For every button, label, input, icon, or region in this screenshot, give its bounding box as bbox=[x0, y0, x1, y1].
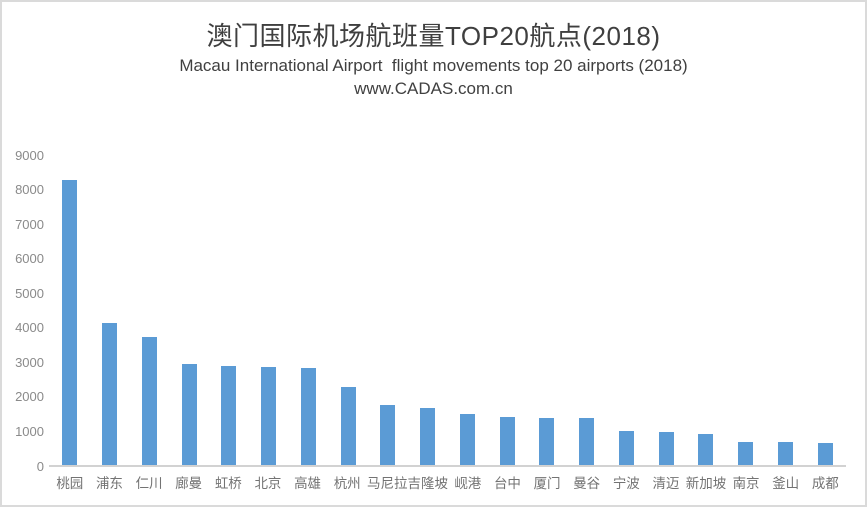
x-tick-label: 宁波 bbox=[612, 476, 640, 491]
y-tick-label: 9000 bbox=[15, 147, 44, 163]
bar-新加坡 bbox=[698, 433, 714, 466]
bar-slot bbox=[289, 155, 329, 466]
y-tick-label: 6000 bbox=[15, 251, 44, 267]
x-tick-label: 曼谷 bbox=[573, 476, 601, 491]
bar-成都 bbox=[817, 442, 833, 466]
bar-slot bbox=[50, 155, 90, 466]
bar-slot bbox=[368, 155, 408, 466]
x-tick-label: 虹桥 bbox=[214, 476, 242, 491]
x-tick-label: 成都 bbox=[811, 476, 839, 491]
bar-廊曼 bbox=[181, 364, 197, 466]
bar-slot bbox=[249, 155, 289, 466]
bar-slot bbox=[209, 155, 249, 466]
bar-slot bbox=[607, 155, 647, 466]
bar-厦门 bbox=[539, 417, 555, 466]
bar-仁川 bbox=[141, 337, 157, 466]
chart-header: 澳门国际机场航班量TOP20航点(2018) Macau Internation… bbox=[0, 18, 867, 100]
bar-曼谷 bbox=[579, 418, 595, 466]
y-tick-label: 2000 bbox=[15, 389, 44, 405]
bar-桃园 bbox=[62, 179, 78, 466]
y-tick-label: 5000 bbox=[15, 285, 44, 301]
bar-slot bbox=[130, 155, 170, 466]
x-axis-line bbox=[49, 465, 846, 467]
x-tick-label: 杭州 bbox=[333, 476, 361, 491]
x-axis: 桃园 浦东 仁川 廊曼 虹桥 北京 高雄 杭州 马尼拉 吉隆坡 岘港 台中 厦门 曼谷 宁波 清迈 新加坡 南京釜… bbox=[50, 472, 845, 492]
chart-watermark-url: www.CADAS.com.cn bbox=[354, 79, 513, 98]
bar-slot bbox=[805, 155, 845, 466]
y-axis: 0 1000 2000 3000 4000 5000 6000 7000 8000 9000 bbox=[0, 0, 44, 507]
bar-slot bbox=[646, 155, 686, 466]
bar-清迈 bbox=[658, 431, 674, 466]
x-tick-label: 仁川 bbox=[135, 476, 163, 491]
y-tick-label: 8000 bbox=[15, 182, 44, 198]
x-tick-label: 廊曼 bbox=[175, 476, 203, 491]
bar-chart-plot-area bbox=[50, 155, 845, 466]
y-tick-label: 1000 bbox=[15, 423, 44, 439]
x-tick-label: 高雄 bbox=[294, 476, 322, 491]
x-tick-label: 厦门 bbox=[533, 476, 561, 491]
bar-浦东 bbox=[102, 322, 118, 466]
bar-slot bbox=[169, 155, 209, 466]
x-tick-label: 新加坡 bbox=[685, 476, 727, 491]
bar-slot bbox=[726, 155, 766, 466]
chart-subtitle-english: Macau International Airport flight movem… bbox=[179, 56, 688, 75]
y-tick-label: 4000 bbox=[15, 320, 44, 336]
chart-title: 澳门国际机场航班量TOP20航点(2018) bbox=[206, 21, 661, 51]
bar-slot bbox=[527, 155, 567, 466]
bar-slot bbox=[90, 155, 130, 466]
bar-吉隆坡 bbox=[420, 407, 436, 466]
x-tick-label: 岘港 bbox=[454, 476, 482, 491]
x-tick-label: 浦东 bbox=[95, 476, 123, 491]
x-tick-label: 台中 bbox=[493, 476, 521, 491]
bar-马尼拉 bbox=[380, 405, 396, 466]
x-tick-label: 南京 bbox=[732, 476, 760, 491]
x-tick-label: 清迈 bbox=[652, 476, 680, 491]
bar-slot bbox=[448, 155, 488, 466]
bar-slot bbox=[686, 155, 726, 466]
x-tick-label: 马尼拉 bbox=[367, 476, 408, 491]
bar-宁波 bbox=[618, 431, 634, 466]
bar-杭州 bbox=[340, 387, 356, 466]
x-tick-label: 釜山 bbox=[772, 476, 800, 491]
bar-釜山 bbox=[777, 441, 793, 466]
x-tick-label: 北京 bbox=[254, 476, 282, 491]
y-tick-label: 3000 bbox=[15, 354, 44, 370]
bar-slot bbox=[408, 155, 448, 466]
bar-slot bbox=[487, 155, 527, 466]
y-tick-label: 7000 bbox=[15, 216, 44, 232]
x-tick-label: 吉隆坡 bbox=[407, 476, 449, 491]
y-tick-label: 0 bbox=[36, 458, 44, 474]
x-tick-label: 桃园 bbox=[56, 476, 84, 491]
bar-岘港 bbox=[459, 413, 475, 466]
bar-slot bbox=[328, 155, 368, 466]
bar-高雄 bbox=[300, 368, 316, 466]
bar-虹桥 bbox=[221, 366, 237, 466]
bar-台中 bbox=[499, 416, 515, 466]
bar-slot bbox=[766, 155, 806, 466]
bar-南京 bbox=[738, 441, 754, 466]
bar-北京 bbox=[261, 367, 277, 466]
bar-slot bbox=[567, 155, 607, 466]
